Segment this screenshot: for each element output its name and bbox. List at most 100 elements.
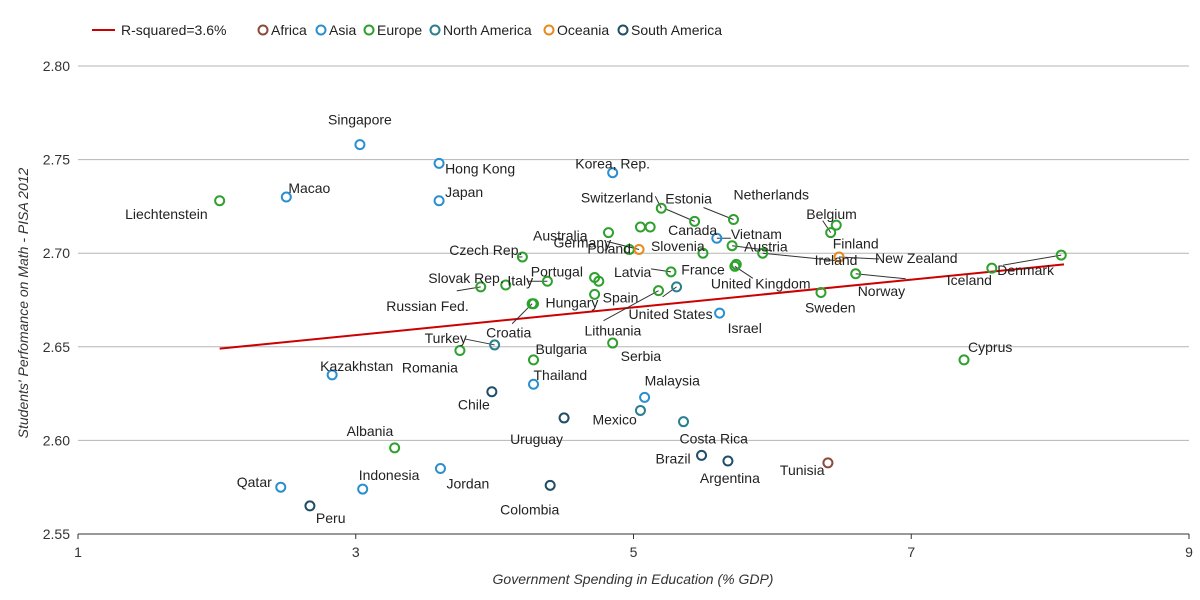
- data-point: [607, 337, 619, 349]
- point-label: Costa Rica: [679, 431, 748, 447]
- point-label: Singapore: [328, 112, 392, 128]
- data-point: [304, 500, 316, 512]
- point-label: Romania: [402, 360, 458, 376]
- data-point: [275, 481, 287, 493]
- point-label: Hong Kong: [445, 160, 515, 176]
- point-label: Japan: [445, 184, 483, 200]
- point-label: Brazil: [656, 450, 691, 466]
- point-label: Poland: [587, 240, 631, 256]
- leader-line: [1003, 254, 1062, 266]
- data-point: [357, 483, 369, 495]
- leader-line: [762, 252, 843, 262]
- point-label: Korea, Rep.: [575, 156, 650, 172]
- data-point: [280, 191, 292, 203]
- point-label: Czech Rep.: [449, 242, 522, 258]
- data-point: [558, 412, 570, 424]
- legend-label: Asia: [329, 22, 356, 38]
- point-label: Slovenia: [651, 238, 705, 254]
- point-label: Italy: [507, 272, 533, 288]
- point-label: Latvia: [614, 264, 652, 280]
- leader-line: [839, 256, 880, 260]
- data-point: [677, 416, 689, 428]
- data-point: [326, 369, 338, 381]
- point-label: Vietnam: [731, 226, 782, 242]
- point-label: Australia: [533, 227, 588, 243]
- data-point: [689, 215, 701, 227]
- point-label: Austria: [744, 239, 788, 255]
- point-label: Russian Fed.: [386, 298, 468, 314]
- legend-label: Africa: [271, 22, 307, 38]
- point-label: Argentina: [700, 470, 760, 486]
- point-label: Israel: [728, 320, 762, 336]
- data-point: [634, 404, 646, 416]
- data-point: [722, 455, 734, 467]
- point-label: Bulgaria: [536, 341, 588, 357]
- data-point: [711, 232, 723, 244]
- legend-swatch: [617, 24, 629, 36]
- data-point: [434, 462, 446, 474]
- data-point: [603, 227, 615, 239]
- point-label: Peru: [316, 510, 346, 526]
- point-labels: Tunisia Singapore Hong Kong Korea, Rep. Maca…: [125, 112, 1055, 526]
- legend-swatch: [429, 24, 441, 36]
- point-label: Tunisia: [780, 462, 825, 478]
- point-label: United Kingdom: [711, 275, 811, 291]
- legend-swatch: [363, 24, 375, 36]
- data-point: [633, 243, 645, 255]
- y-tick-label: 2.75: [43, 152, 70, 168]
- point-label: Spain: [603, 289, 639, 305]
- point-label: Portugal: [531, 263, 583, 279]
- point-label: United States: [629, 306, 713, 322]
- point-label: Netherlands: [733, 187, 809, 203]
- point-label: Finland: [833, 236, 879, 252]
- data-point: [714, 307, 726, 319]
- data-point: [726, 240, 738, 252]
- data-point: [516, 251, 528, 263]
- y-tick-label: 2.70: [43, 245, 70, 261]
- y-tick-label: 2.80: [43, 58, 70, 74]
- data-point: [1055, 249, 1067, 261]
- leader-line: [654, 196, 662, 209]
- data-point: [757, 247, 769, 259]
- point-label: Switzerland: [581, 189, 653, 205]
- leader-line: [603, 290, 659, 322]
- point-label: Malaysia: [645, 372, 700, 388]
- x-tick-label: 5: [630, 544, 638, 560]
- point-label: Lithuania: [584, 323, 641, 339]
- data-point: [389, 442, 401, 454]
- x-tick-label: 7: [907, 544, 915, 560]
- point-label: Turkey: [425, 330, 467, 346]
- legend-label: Europe: [377, 22, 422, 38]
- data-point: [727, 214, 739, 226]
- data-point: [822, 457, 834, 469]
- data-point: [544, 479, 556, 491]
- legend-label: South America: [631, 22, 722, 38]
- point-label: Mexico: [592, 411, 637, 427]
- leader-line: [822, 220, 832, 233]
- leader-line: [855, 273, 906, 280]
- x-tick-label: 1: [74, 544, 82, 560]
- point-label: Croatia: [486, 325, 531, 341]
- legend-label: North America: [443, 22, 532, 38]
- point-label: New Zealand: [875, 250, 958, 266]
- data-point: [696, 449, 708, 461]
- data-point: [528, 378, 540, 390]
- point-label: Chile: [458, 397, 490, 413]
- y-tick-label: 2.55: [43, 526, 70, 542]
- data-point: [454, 345, 466, 357]
- data-point: [729, 260, 741, 272]
- legend-swatch: [543, 24, 555, 36]
- point-label: Thailand: [534, 367, 588, 383]
- data-point: [639, 391, 651, 403]
- x-axis-label: Government Spending in Education (% GDP): [493, 571, 774, 587]
- point-label: Iceland: [947, 272, 992, 288]
- data-point: [730, 258, 742, 270]
- x-tick-label: 3: [352, 544, 360, 560]
- data-point: [354, 139, 366, 151]
- point-label: Slovak Rep.: [428, 270, 503, 286]
- legend-trendline-label: R-squared=3.6%: [121, 22, 226, 38]
- point-label: Denmark: [997, 262, 1055, 278]
- point-label: Cyprus: [968, 339, 1012, 355]
- data-point: [825, 227, 837, 239]
